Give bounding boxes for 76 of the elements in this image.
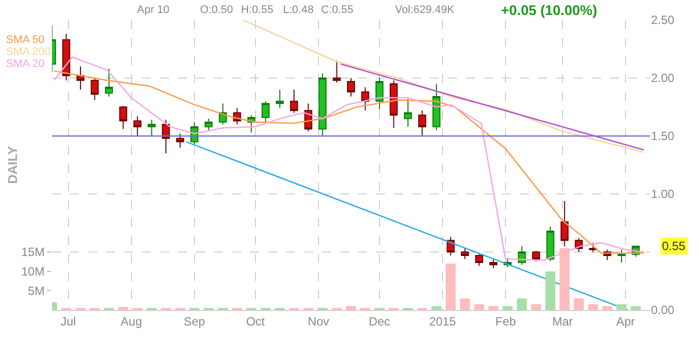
candlestick [119,105,128,130]
x-tick-label: Feb [495,314,516,328]
bar [560,248,570,310]
candlestick [532,250,540,262]
candlestick [290,89,298,114]
bar [446,264,456,310]
text: SMA 200 [6,46,51,58]
candlestick [90,78,99,101]
candlestick [460,248,469,260]
text: O:0.50 [200,4,234,16]
candlestick [432,83,440,131]
text: L:0.48 [283,4,314,16]
candlestick [475,254,484,266]
bar [502,306,513,310]
bar [488,306,498,310]
y-tick-label: 1.50 [651,129,675,144]
candlestick [546,226,554,262]
text: Vol:629.49K [395,4,455,16]
bar [630,306,641,310]
x-tick-label: Mar [552,314,573,328]
candlestick [518,246,526,266]
y-tick-label: 2.00 [651,71,675,86]
candlestick [390,80,398,128]
text: Apr 10 [137,4,170,16]
x-tick-label: Nov [308,314,330,328]
series-label: SMA 20 [6,58,45,70]
annotation: 0.55 [662,239,686,253]
candlestick [104,68,113,98]
bar [616,304,627,310]
candlestick [176,133,184,148]
x-tick-label: Oct [246,314,266,328]
bar [574,298,584,310]
candlestick [76,66,84,90]
x-tick-label: Apr [616,314,635,328]
bar [531,304,542,310]
x-tick-label: Dec [368,314,390,328]
y2-tick-label: 5M [28,284,45,298]
text: +0.05 (10.00%) [501,2,598,18]
bar [346,306,356,310]
candlestick [418,110,426,136]
candlestick [332,60,341,84]
bar [545,271,556,310]
y2-tick-label: 15M [21,245,45,260]
bar [431,306,442,310]
candlestick [276,89,284,109]
y-tick-label: 0.00 [651,303,675,318]
candlestick [404,98,412,128]
bar [460,298,470,310]
y-tick-label: 1.00 [651,187,675,202]
bar [474,304,484,310]
line-series [242,20,645,153]
candlestick [347,78,355,98]
x-tick-label: Sep [184,314,206,328]
candlestick [560,200,569,247]
y2-axis-title: DAILY [5,146,20,184]
y-tick-label: 2.50 [651,13,675,28]
text: H:0.55 [241,4,274,16]
bar [118,306,128,310]
text: SMA 50 [6,34,45,46]
candlestick [618,249,626,263]
x-tick-label: 2015 [429,314,456,328]
candlestick [162,119,170,154]
candlestick [489,258,498,269]
y2-tick-label: 10M [21,264,45,279]
bar [602,306,612,310]
x-tick-label: Jul [60,314,76,328]
candlestick [148,119,156,136]
text: C:0.55 [321,4,354,16]
candlestick [375,78,384,110]
candlestick [204,118,213,131]
bar [516,298,527,310]
bar [588,304,598,310]
candlestick [318,72,327,136]
candlestick [262,100,270,123]
candlestick [133,116,142,136]
x-tick-label: Aug [120,314,142,328]
